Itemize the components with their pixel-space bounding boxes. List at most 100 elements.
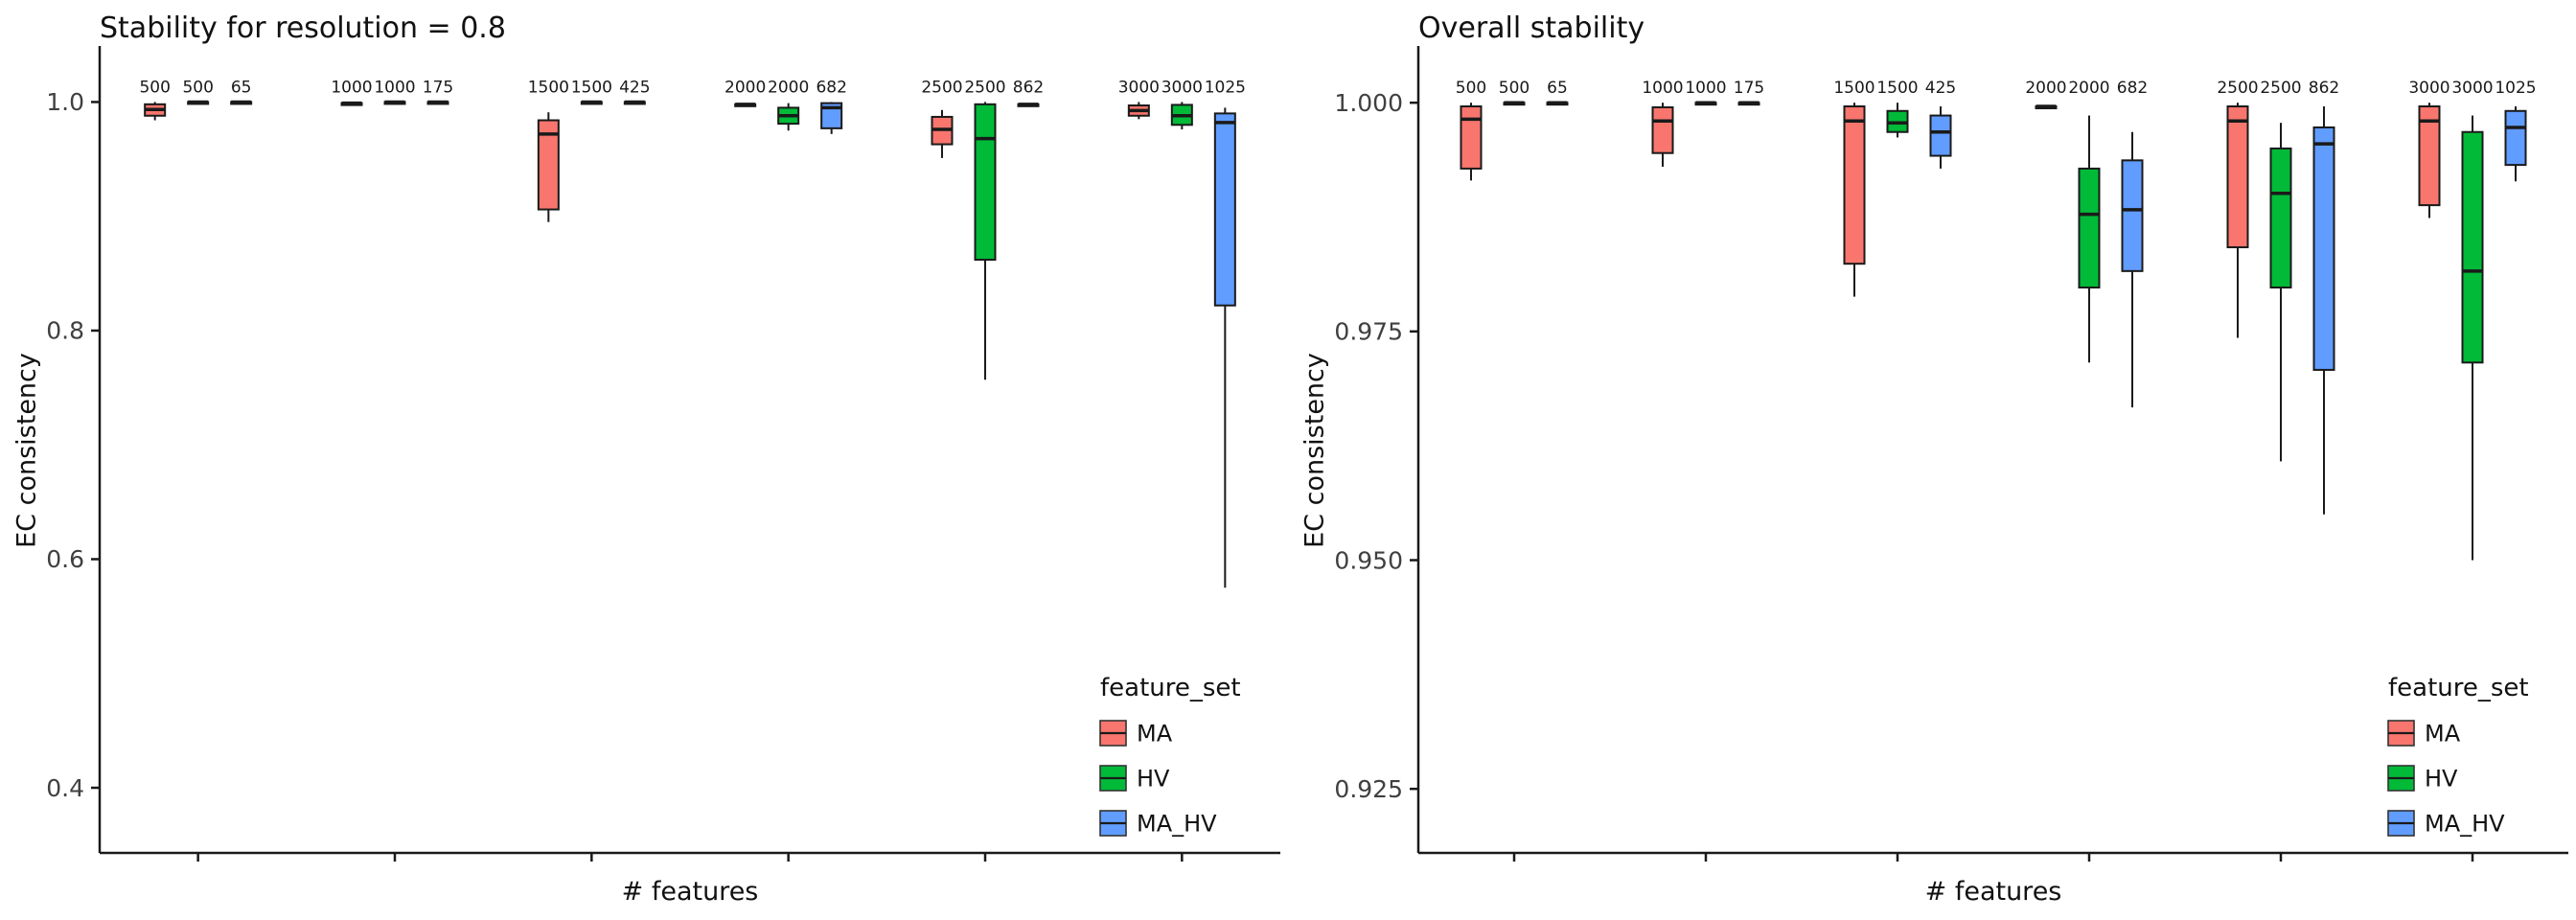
box-ma_hv-175: [426, 100, 449, 105]
legend-title: feature_set: [1100, 674, 1241, 702]
box-count-label: 2500: [2217, 79, 2258, 98]
x-axis-label: # features: [1924, 877, 2062, 907]
box-count-label: 2500: [964, 78, 1005, 97]
box-hv-1500: [1886, 103, 1909, 138]
box-ma-1500: [1843, 103, 1866, 297]
box-ma-3000: [1127, 102, 1150, 120]
box-count-label: 1000: [1642, 79, 1683, 98]
box-hv-500: [187, 100, 210, 105]
box-count-label: 1025: [2495, 79, 2536, 98]
box-ma_hv-1025: [2504, 106, 2527, 182]
box-count-label: 65: [231, 78, 252, 97]
box-count-label: 3000: [1162, 78, 1203, 97]
chart-resolution-stability: Stability for resolution = 0.8 EC consis…: [12, 12, 1280, 907]
box-hv-2500: [2269, 123, 2292, 462]
chart-title: Overall stability: [1418, 12, 1645, 45]
box-count-label: 500: [1499, 79, 1530, 98]
box-body: [2312, 126, 2335, 371]
legend: feature_set MA HV MA_HV: [2387, 674, 2529, 837]
legend-title: feature_set: [2388, 674, 2529, 702]
box-count-label: 1025: [1205, 78, 1246, 97]
box-ma-2500: [2226, 103, 2249, 338]
box-ma_hv-1025: [1213, 107, 1236, 588]
box-count-label: 500: [182, 78, 213, 97]
box-count-label: 65: [1547, 79, 1568, 98]
box-hv-1500: [580, 100, 603, 105]
y-tick-label: 1.0: [46, 88, 84, 116]
box-body: [820, 102, 843, 129]
box-count-label: 1500: [1833, 79, 1874, 98]
y-tick-label: 1.000: [1334, 89, 1403, 117]
box-body: [2461, 130, 2484, 364]
box-hv-2500: [974, 102, 997, 380]
box-hv-500: [1503, 101, 1526, 106]
legend-label: MA_HV: [2425, 810, 2505, 837]
box-body: [2418, 105, 2441, 207]
box-count-label: 1000: [374, 78, 415, 97]
box-ma_hv-682: [820, 102, 843, 134]
box-hv-1000: [383, 100, 406, 105]
box-count-label: 2000: [2068, 79, 2109, 98]
box-hv-2000: [2078, 115, 2101, 363]
box-ma-2000: [2035, 104, 2058, 110]
box-ma_hv-862: [2312, 106, 2335, 515]
boxplot-canvas-left: 1.0 0.8 0.6 0.4 500 500 65 1000 1000 175 1500 1500 4…: [46, 46, 1280, 862]
legend-label: MA: [2425, 720, 2461, 747]
chart-overall-stability: Overall stability EC consistency 1.000 0.…: [1288, 0, 2576, 920]
box-body: [1460, 105, 1483, 170]
boxplot-canvas-right: 1.000 0.975 0.950 0.925 500 500 65 1000 1000 175 1…: [1334, 46, 2568, 862]
legend-label: HV: [1137, 765, 1170, 792]
box-count-label: 2500: [2260, 79, 2301, 98]
y-tick-label: 0.8: [46, 317, 84, 345]
box-count-label: 1500: [528, 78, 569, 97]
box-ma_hv-175: [1737, 101, 1760, 106]
box-body: [2504, 109, 2527, 167]
box-hv-3000: [1170, 102, 1193, 130]
y-tick-label: 0.975: [1334, 318, 1403, 346]
box-count-label: 3000: [1118, 78, 1160, 97]
box-ma_hv-425: [623, 100, 646, 105]
box-count-label: 425: [1925, 79, 1956, 98]
legend-label: MA: [1137, 720, 1173, 747]
box-count-label: 2000: [2025, 79, 2066, 98]
box-count-label: 500: [1456, 79, 1486, 98]
box-hv-2000: [777, 103, 800, 131]
box-count-label: 425: [619, 78, 650, 97]
box-count-label: 175: [423, 78, 453, 97]
box-count-label: 862: [2309, 79, 2339, 98]
y-tick-label: 0.4: [46, 774, 84, 802]
box-body: [2226, 105, 2249, 249]
box-count-label: 3000: [2408, 79, 2450, 98]
legend-label: HV: [2425, 765, 2458, 792]
box-hv-3000: [2461, 115, 2484, 561]
box-count-label: 1500: [1876, 79, 1918, 98]
box-count-label: 2000: [768, 78, 809, 97]
box-count-label: 862: [1013, 78, 1044, 97]
box-body: [2121, 159, 2144, 272]
box-body: [537, 119, 560, 211]
box-body: [1929, 114, 1952, 157]
box-count-label: 175: [1734, 79, 1764, 98]
chart-title: Stability for resolution = 0.8: [100, 12, 506, 45]
box-ma-1000: [1651, 103, 1674, 168]
box-count-label: 2000: [724, 78, 766, 97]
box-ma-1000: [340, 101, 363, 106]
box-ma-1500: [537, 112, 560, 222]
box-count-label: 500: [139, 78, 170, 97]
box-count-label: 1000: [1685, 79, 1726, 98]
box-ma-500: [1460, 103, 1483, 181]
box-count-label: 1500: [571, 78, 612, 97]
box-hv-1000: [1694, 101, 1717, 106]
box-body: [1651, 105, 1674, 154]
box-body: [1843, 105, 1866, 265]
box-ma-3000: [2418, 103, 2441, 218]
box-ma_hv-65: [230, 100, 253, 105]
y-tick-label: 0.6: [46, 545, 84, 573]
box-body: [974, 103, 997, 262]
legend-label: MA_HV: [1137, 810, 1217, 837]
box-body: [2078, 167, 2101, 289]
box-body: [1213, 112, 1236, 307]
box-count-label: 682: [2117, 79, 2148, 98]
box-ma-2500: [931, 109, 954, 158]
box-ma_hv-862: [1017, 103, 1040, 107]
